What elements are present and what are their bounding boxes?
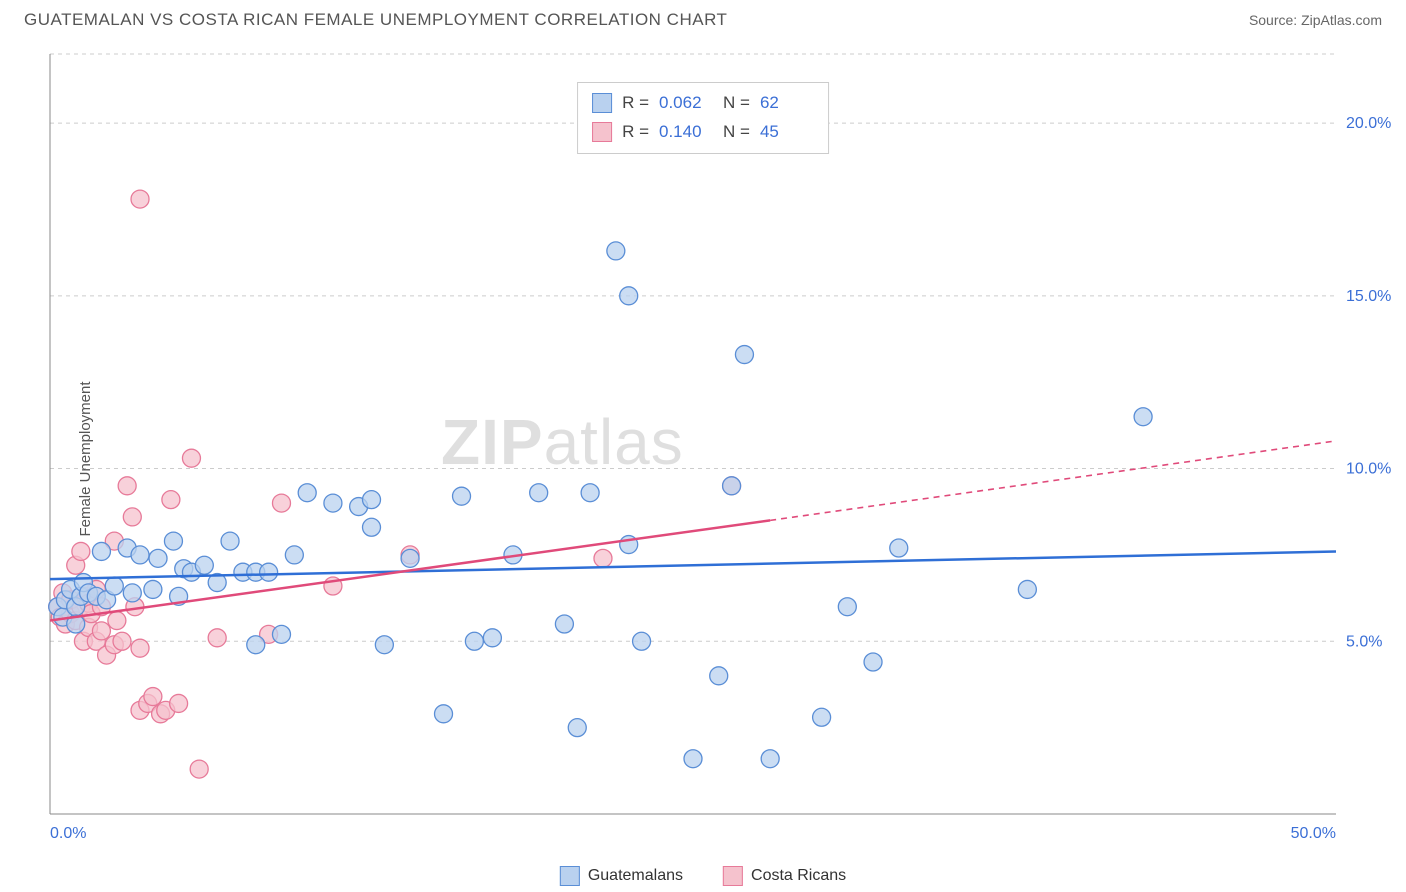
legend-item-series1: Guatemalans bbox=[560, 866, 683, 886]
svg-text:50.0%: 50.0% bbox=[1291, 825, 1336, 842]
n-value-2: 45 bbox=[760, 118, 814, 147]
r-label-1: R = bbox=[622, 89, 649, 118]
legend-label-series1: Guatemalans bbox=[588, 867, 683, 885]
swatch-series1 bbox=[592, 93, 612, 113]
source-attribution: Source: ZipAtlas.com bbox=[1249, 12, 1382, 28]
r-value-1: 0.062 bbox=[659, 89, 713, 118]
svg-text:5.0%: 5.0% bbox=[1346, 633, 1382, 650]
legend-label-series2: Costa Ricans bbox=[751, 867, 846, 885]
chart-title: GUATEMALAN VS COSTA RICAN FEMALE UNEMPLO… bbox=[24, 10, 727, 30]
n-label-1: N = bbox=[723, 89, 750, 118]
bottom-legend: Guatemalans Costa Ricans bbox=[560, 866, 846, 886]
stats-row-series2: R = 0.140 N = 45 bbox=[592, 118, 814, 147]
swatch-series2-bottom bbox=[723, 866, 743, 886]
chart-region: Female Unemployment 5.0% 10.0% 15.0% 20.0% 0… bbox=[0, 34, 1406, 884]
y-axis-label: Female Unemployment bbox=[77, 381, 94, 536]
swatch-series1-bottom bbox=[560, 866, 580, 886]
r-label-2: R = bbox=[622, 118, 649, 147]
n-label-2: N = bbox=[723, 118, 750, 147]
svg-text:10.0%: 10.0% bbox=[1346, 461, 1391, 478]
svg-text:20.0%: 20.0% bbox=[1346, 115, 1391, 132]
stats-legend-box: R = 0.062 N = 62 R = 0.140 N = 45 bbox=[577, 82, 829, 154]
svg-text:0.0%: 0.0% bbox=[50, 825, 86, 842]
swatch-series2 bbox=[592, 122, 612, 142]
stats-row-series1: R = 0.062 N = 62 bbox=[592, 89, 814, 118]
svg-text:15.0%: 15.0% bbox=[1346, 288, 1391, 305]
n-value-1: 62 bbox=[760, 89, 814, 118]
legend-item-series2: Costa Ricans bbox=[723, 866, 846, 886]
r-value-2: 0.140 bbox=[659, 118, 713, 147]
scatter-chart: 5.0% 10.0% 15.0% 20.0% 0.0% 50.0% bbox=[0, 34, 1406, 864]
